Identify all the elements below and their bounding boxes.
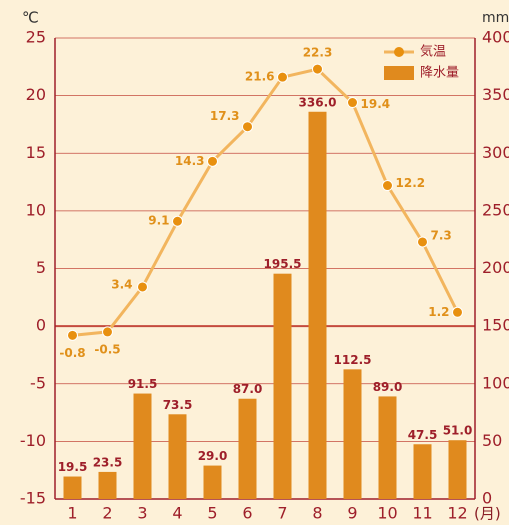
y2-tick-label: 200 (482, 258, 509, 277)
y2-axis-label: mm (482, 10, 509, 26)
y-tick-label: -10 (20, 431, 46, 450)
y2-tick-label: 400 (482, 28, 509, 47)
temperature-point (382, 180, 393, 192)
x-tick-label: 3 (137, 504, 147, 523)
point-label: 19.4 (361, 97, 391, 111)
temperature-point (312, 63, 323, 75)
bar-label: 47.5 (408, 428, 438, 442)
bar-label: 19.5 (58, 460, 88, 474)
x-tick-label: 1 (67, 504, 77, 523)
temperature-point (67, 329, 78, 341)
point-label: 3.4 (111, 277, 132, 291)
y-tick-label: -5 (30, 373, 46, 392)
bar-label: 51.0 (443, 424, 473, 438)
bar-label: 89.0 (373, 380, 403, 394)
point-label: 12.2 (396, 176, 426, 190)
temperature-point (452, 306, 463, 318)
temperature-point (417, 236, 428, 248)
y-tick-label: 25 (26, 28, 46, 47)
bar-label: 195.5 (264, 257, 302, 271)
x-tick-label: 8 (312, 504, 322, 523)
bar (413, 444, 432, 499)
y-tick-label: 5 (36, 258, 46, 277)
bar (98, 471, 117, 499)
point-label: -0.8 (59, 346, 85, 360)
bar (448, 440, 467, 499)
bar-label: 87.0 (233, 382, 263, 396)
y2-tick-label: 250 (482, 200, 509, 219)
temperature-point (277, 71, 288, 83)
x-tick-label: 9 (347, 504, 357, 523)
y2-tick-label: 350 (482, 85, 509, 104)
bar (343, 369, 362, 499)
y-tick-label: 20 (26, 85, 46, 104)
y2-tick-label: 300 (482, 143, 509, 162)
point-label: 1.2 (428, 305, 449, 319)
bar (63, 476, 82, 499)
legend-swatch (384, 66, 414, 80)
y-tick-label: 15 (26, 143, 46, 162)
bar-label: 336.0 (299, 95, 337, 109)
bar-label: 23.5 (93, 455, 123, 469)
y2-tick-label: 0 (482, 489, 492, 508)
point-label: 21.6 (245, 70, 275, 84)
bar (378, 396, 397, 499)
temperature-line (72, 67, 459, 337)
y-tick-label: 0 (36, 316, 46, 335)
temperature-point (347, 97, 358, 109)
y-axis-label: ℃ (22, 9, 39, 27)
legend-label: 気温 (420, 44, 446, 60)
point-label: 14.3 (175, 154, 205, 168)
y2-tick-label: 100 (482, 373, 509, 392)
x-tick-label: 5 (207, 504, 217, 523)
bar (203, 465, 222, 499)
x-axis-label: (月) (474, 505, 501, 523)
point-label: 17.3 (210, 109, 240, 123)
point-label: 9.1 (148, 214, 169, 228)
temperature-point (102, 326, 113, 338)
point-label: 7.3 (431, 228, 452, 242)
x-tick-label: 12 (447, 504, 467, 523)
point-label: -0.5 (94, 342, 120, 356)
temperature-point (137, 281, 148, 293)
x-tick-label: 10 (377, 504, 397, 523)
x-tick-label: 2 (102, 504, 112, 523)
temperature-point (172, 215, 183, 227)
bar (308, 111, 327, 499)
point-label: 22.3 (303, 46, 333, 60)
x-tick-label: 4 (172, 504, 182, 523)
bar-label: 112.5 (334, 353, 372, 367)
y2-tick-label: 150 (482, 316, 509, 335)
bar (273, 273, 292, 499)
x-tick-label: 7 (277, 504, 287, 523)
bar-label: 91.5 (128, 377, 158, 391)
bar-label: 29.0 (198, 449, 228, 463)
temperature-point (207, 155, 218, 167)
legend-label: 降水量 (420, 66, 459, 81)
x-tick-label: 11 (412, 504, 432, 523)
bar (133, 393, 152, 499)
temperature-point (242, 121, 253, 133)
y-tick-label: 10 (26, 200, 46, 219)
legend-marker (394, 47, 404, 57)
bar-label: 73.5 (163, 398, 193, 412)
bar (168, 414, 187, 499)
bar (238, 398, 257, 499)
x-tick-label: 6 (242, 504, 252, 523)
y2-tick-label: 50 (482, 431, 502, 450)
y-tick-label: -15 (20, 489, 46, 508)
